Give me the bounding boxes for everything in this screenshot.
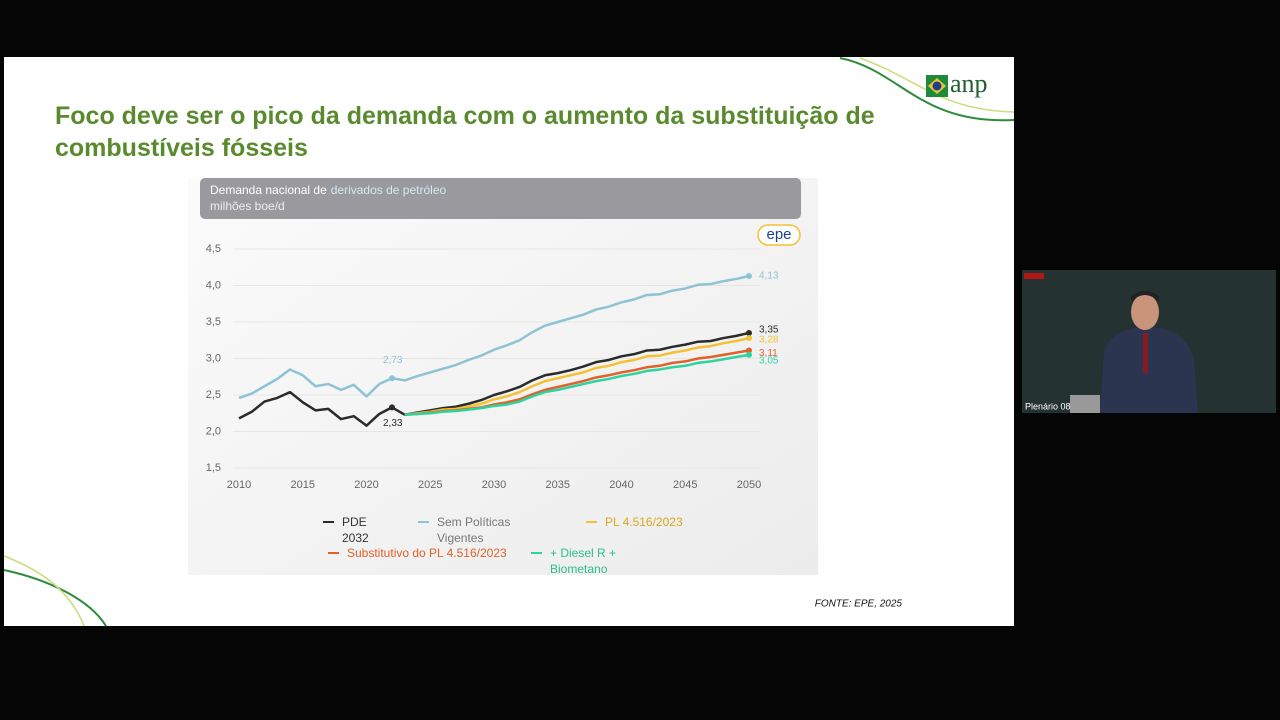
annotation-dot — [746, 351, 752, 358]
y-tick-label: 2,5 — [206, 389, 221, 401]
annotation-label: 2,73 — [383, 355, 403, 366]
line — [404, 336, 750, 416]
line — [404, 353, 750, 416]
annotation-label: 3,05 — [759, 355, 779, 366]
chart-panel — [188, 178, 818, 575]
legend-item: Sem Políticas Vigentes — [418, 514, 537, 546]
annotation-dot — [746, 335, 752, 342]
x-tick-label: 2030 — [482, 479, 506, 491]
annotation-label: 3,28 — [759, 335, 779, 346]
legend-label: + Diesel R + Biometano — [550, 546, 617, 576]
y-tick-label: 3,0 — [206, 352, 221, 364]
line — [238, 274, 750, 400]
y-tick-label: 4,5 — [206, 243, 221, 255]
legend-swatch — [323, 521, 334, 523]
x-tick-label: 2050 — [737, 479, 761, 491]
annotation-dot — [389, 375, 395, 382]
video-label: Plenário 08 — [1025, 401, 1071, 411]
chart-title: Demanda nacional de derivados de petróleo — [210, 183, 446, 197]
x-tick-label: 2045 — [673, 479, 697, 491]
annotation-dot — [746, 347, 752, 354]
x-tick-label: 2010 — [227, 479, 251, 491]
annotation-dot — [389, 404, 395, 411]
legend-item: PL 4.516/2023 — [586, 514, 725, 530]
annotation-label: 4,13 — [759, 271, 779, 282]
y-tick-label: 4,0 — [206, 279, 221, 291]
annotation-label: 3,11 — [759, 348, 778, 359]
legend-swatch — [418, 521, 429, 523]
legend-swatch — [586, 521, 597, 523]
person — [1131, 291, 1159, 302]
legend-label: PDE 2032 — [342, 515, 369, 545]
line — [238, 331, 750, 427]
x-tick-label: 2035 — [546, 479, 570, 491]
slide-title: Foco deve ser o pico da demanda com o au… — [55, 102, 875, 162]
epe-logo: epe — [766, 226, 791, 243]
y-tick-label: 1,5 — [206, 462, 221, 474]
flag-icon — [932, 81, 942, 91]
legend-item: + Diesel R + Biometano — [531, 545, 630, 577]
legend-label: Substitutivo do PL 4.516/2023 — [347, 546, 507, 560]
legend-swatch — [531, 552, 542, 554]
annotation-label: 3,35 — [759, 325, 779, 336]
x-tick-label: 2025 — [418, 479, 442, 491]
y-tick-label: 3,5 — [206, 316, 221, 328]
chart-header — [200, 178, 801, 219]
desk-item — [1070, 395, 1100, 413]
x-tick-label: 2015 — [291, 479, 315, 491]
source: FONTE: EPE, 2025 — [815, 599, 903, 610]
x-tick-label: 2020 — [354, 479, 378, 491]
logo: anp — [950, 69, 988, 98]
y-tick-label: 2,0 — [206, 425, 221, 437]
annotation-dot — [746, 273, 752, 280]
chart-subtitle: milhões boe/d — [210, 199, 285, 213]
legend-swatch — [328, 552, 339, 554]
x-tick-label: 2040 — [609, 479, 633, 491]
person — [1143, 333, 1148, 373]
person — [1100, 328, 1198, 413]
annotation-dot — [746, 329, 752, 336]
video-badge — [1024, 273, 1044, 279]
decor-curve — [3, 569, 107, 627]
person — [1131, 294, 1159, 330]
legend-item: Substitutivo do PL 4.516/2023 — [328, 545, 537, 561]
epe-logo-frame — [757, 224, 801, 246]
legend-label: PL 4.516/2023 — [605, 515, 683, 529]
annotation-label: 2,33 — [383, 418, 403, 429]
legend-label: Sem Políticas Vigentes — [437, 515, 511, 545]
decor-curve — [839, 57, 1015, 122]
decor-curve — [3, 555, 85, 627]
legend-item: PDE 2032 — [323, 514, 382, 546]
